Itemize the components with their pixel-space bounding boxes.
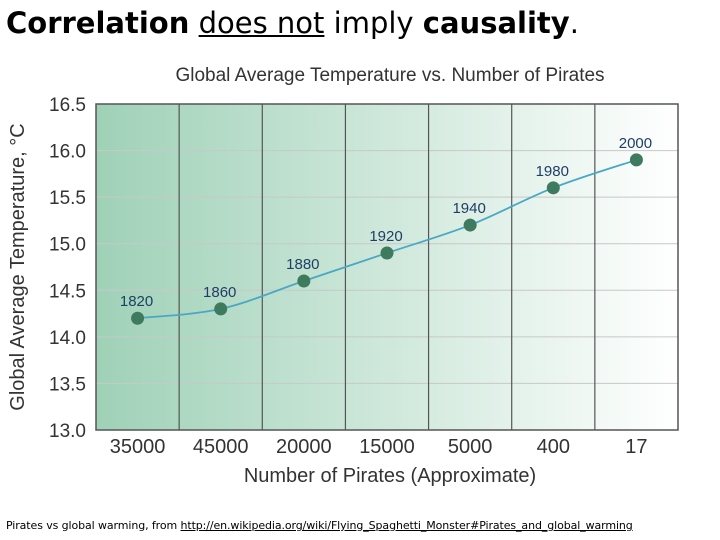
- x-tick-label-5: 400: [537, 436, 570, 458]
- y-tick-label-1: 13.5: [49, 374, 86, 395]
- data-point-5: [546, 181, 560, 195]
- x-tick-label-2: 20000: [276, 436, 332, 458]
- data-point-3: [380, 246, 394, 260]
- caption-text: Pirates vs global warming, from: [6, 519, 181, 532]
- year-label-6: 2000: [619, 135, 652, 152]
- y-tick-label-0: 13.0: [49, 421, 86, 442]
- year-labels: 1820 1860 1880 1920 1940 1980 2000: [120, 135, 652, 310]
- x-tick-label-6: 17: [625, 436, 647, 458]
- data-point-2: [297, 274, 311, 288]
- source-link[interactable]: http://en.wikipedia.org/wiki/Flying_Spag…: [180, 519, 633, 532]
- title-does-not: does not: [198, 6, 325, 40]
- year-label-3: 1920: [369, 228, 402, 245]
- chart-title: Global Average Temperature vs. Number of…: [175, 65, 604, 86]
- source-caption: Pirates vs global warming, from http://e…: [6, 519, 633, 532]
- y-axis-label: Global Average Temperature, °C: [7, 123, 29, 410]
- y-tick-label-4: 15.0: [49, 235, 86, 256]
- year-label-0: 1820: [120, 293, 153, 310]
- pirates-temperature-chart: Global Average Temperature vs. Number of…: [7, 65, 679, 487]
- x-tick-label-4: 5000: [448, 436, 493, 458]
- y-tick-label-6: 16.0: [49, 142, 86, 163]
- year-label-1: 1860: [203, 284, 236, 301]
- y-tick-label-7: 16.5: [49, 95, 86, 116]
- data-points: [131, 153, 643, 325]
- y-tick-label-2: 14.0: [49, 328, 86, 349]
- plot-frame: [95, 103, 679, 431]
- title-period: .: [569, 6, 579, 40]
- title-imply: imply: [324, 6, 423, 40]
- data-point-4: [463, 218, 477, 232]
- grid-lines: [96, 103, 678, 431]
- slide-title: Correlation does not imply causality.: [6, 6, 579, 41]
- y-tick-labels: 13.0 13.5 14.0 14.5 15.0 15.5 16.0 16.5: [49, 95, 86, 442]
- year-label-5: 1980: [536, 163, 569, 180]
- y-tick-label-5: 15.5: [49, 188, 86, 209]
- year-label-4: 1940: [452, 200, 485, 217]
- x-tick-label-3: 15000: [359, 436, 415, 458]
- data-point-1: [214, 302, 228, 316]
- data-point-6: [629, 153, 643, 167]
- data-point-0: [131, 311, 145, 325]
- x-tick-label-1: 45000: [193, 436, 249, 458]
- title-correlation: Correlation: [6, 6, 190, 40]
- plot-background: [96, 104, 678, 430]
- title-space: [189, 6, 198, 40]
- x-tick-labels: 35000 45000 20000 15000 5000 400 17: [110, 436, 648, 458]
- year-label-2: 1880: [286, 256, 319, 273]
- x-tick-label-0: 35000: [110, 436, 166, 458]
- x-axis-label: Number of Pirates (Approximate): [244, 465, 536, 487]
- title-causality: causality: [422, 6, 570, 40]
- y-tick-label-3: 14.5: [49, 281, 86, 302]
